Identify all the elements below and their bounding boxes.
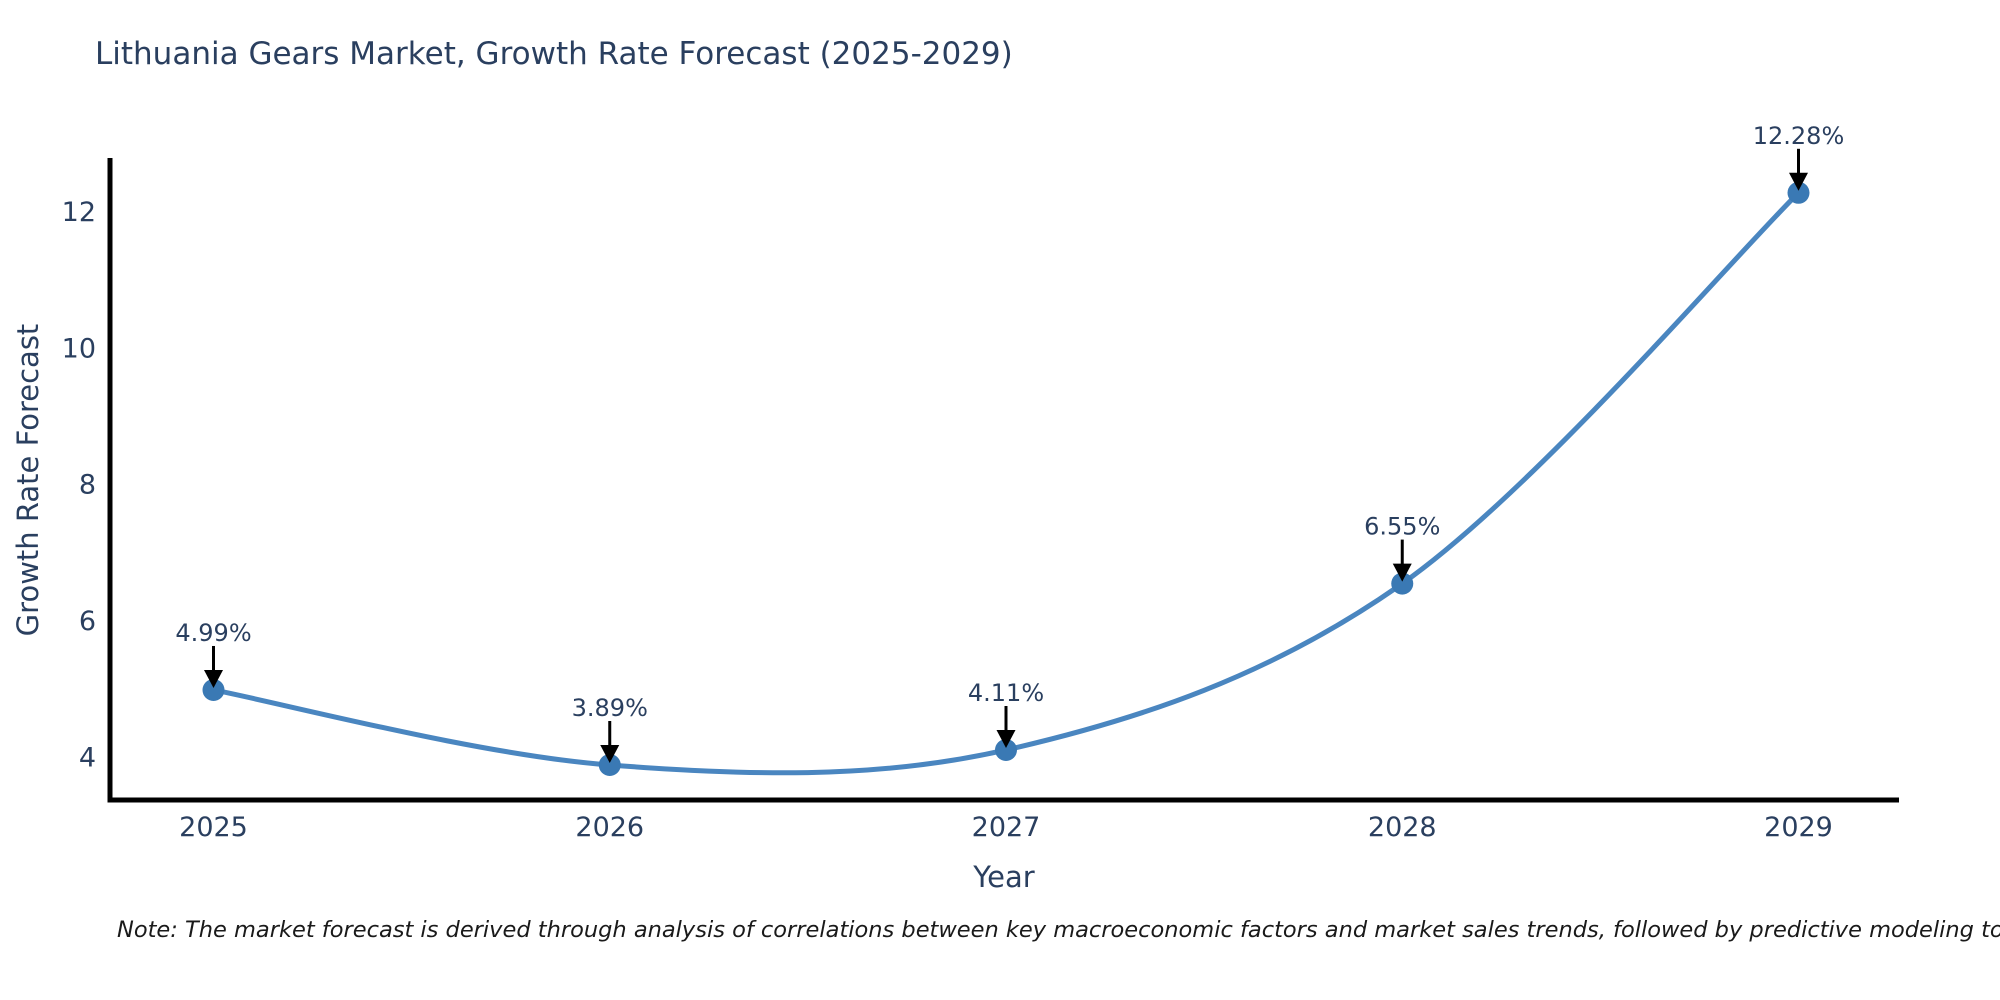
annotation: 12.28%	[1753, 122, 1845, 191]
data-point	[1391, 572, 1414, 595]
y-tick-label: 12	[62, 197, 96, 228]
footnote: Note: The market forecast is derived thr…	[117, 917, 2000, 943]
data-point	[598, 754, 621, 776]
chart-title: Lithuania Gears Market, Growth Rate Fore…	[95, 36, 1013, 72]
x-tick-label: 2026	[575, 812, 644, 843]
annotation: 4.11%	[968, 679, 1044, 748]
data-point	[202, 678, 225, 701]
annotation-label: 3.89%	[572, 694, 648, 722]
annotation-arrowhead-icon	[996, 729, 1016, 748]
annotation-label: 4.11%	[968, 679, 1044, 707]
annotation-label: 12.28%	[1753, 122, 1845, 150]
x-tick-label: 2027	[972, 812, 1041, 843]
annotation: 6.55%	[1364, 513, 1440, 582]
y-tick-label: 8	[79, 470, 96, 501]
y-tick-label: 4	[79, 742, 96, 773]
data-point	[995, 738, 1017, 761]
x-tick-label: 2025	[179, 812, 248, 843]
annotation-arrowhead-icon	[600, 745, 620, 763]
x-axis-title: Year	[973, 860, 1035, 894]
annotation-arrowhead-icon	[204, 669, 223, 688]
data-point	[1787, 181, 1810, 204]
annotation-arrowhead-icon	[1789, 172, 1808, 191]
annotation-label: 4.99%	[175, 619, 251, 647]
annotation-label: 6.55%	[1364, 513, 1440, 541]
annotation: 3.89%	[572, 694, 648, 763]
x-tick-label: 2028	[1368, 812, 1437, 843]
x-tick-label: 2029	[1764, 812, 1833, 843]
y-tick-label: 6	[79, 606, 96, 637]
annotation-arrowhead-icon	[1392, 563, 1412, 582]
annotation: 4.99%	[175, 619, 252, 688]
y-tick-label: 10	[62, 333, 96, 364]
